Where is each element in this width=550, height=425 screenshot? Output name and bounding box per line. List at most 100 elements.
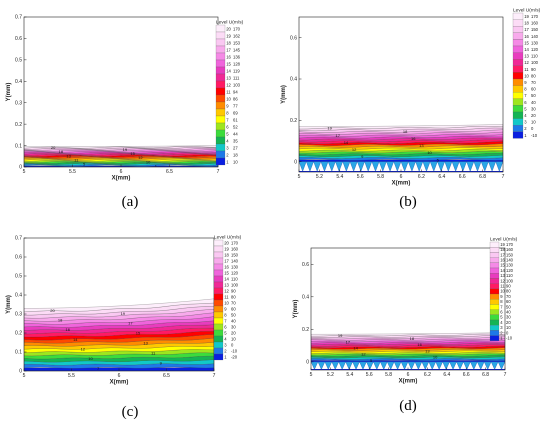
riblet-triangle: [331, 361, 339, 370]
contour-label: 10: [433, 355, 438, 360]
legend-swatch: [213, 353, 224, 361]
contour-label: 18: [59, 149, 64, 154]
legend-swatch: [489, 314, 500, 321]
legend-value: 10: [506, 325, 511, 330]
riblet-triangle: [428, 361, 436, 370]
riblet-triangle: [488, 161, 496, 172]
legend-value: 170: [233, 26, 241, 31]
legend-value: 130: [531, 40, 539, 45]
legend-value: 110: [231, 277, 238, 282]
legend-value: 52: [233, 124, 238, 129]
legend-level: 11: [224, 295, 229, 300]
legend-value: 20: [231, 331, 236, 336]
x-tick-label: 5: [298, 174, 301, 180]
legend-swatch: [512, 19, 524, 27]
legend-value: 90: [531, 67, 536, 72]
y-tick-label: 0.1: [15, 350, 22, 356]
legend-swatch: [215, 143, 226, 152]
legend-value: 60: [506, 299, 511, 304]
x-tick-label: 5: [310, 372, 313, 378]
legend-swatch: [213, 239, 224, 247]
legend-value: 136: [233, 54, 241, 59]
legend-swatch: [215, 66, 226, 75]
legend-level: 9: [224, 307, 227, 312]
legend-value: 170: [506, 242, 514, 247]
legend-swatch: [215, 38, 226, 47]
riblet-triangle: [335, 161, 343, 172]
legend-swatch: [489, 335, 500, 341]
legend-swatch: [512, 125, 524, 132]
legend-swatch: [512, 78, 524, 86]
contour-label: 17: [128, 321, 133, 326]
panel-label-d: (d): [399, 398, 417, 414]
legend-level: 10: [224, 301, 229, 306]
x-tick-label: 6: [118, 373, 121, 379]
legend-level: 3: [500, 325, 503, 330]
y-tick-label: 0.3: [15, 100, 22, 106]
legend-level: 19: [524, 14, 529, 19]
riblet-triangle: [442, 361, 450, 370]
legend-value: 111: [233, 75, 240, 80]
x-axis-label: X(mm): [110, 380, 129, 386]
riblet-triangle: [139, 370, 147, 371]
legend-level: 4: [500, 320, 503, 325]
legend-value: 160: [231, 247, 239, 252]
legend-value: 160: [531, 21, 539, 26]
contour-label: 5: [83, 161, 86, 166]
legend-level: 16: [524, 34, 529, 39]
legend-level: 3: [524, 120, 527, 125]
legend-value: 150: [531, 27, 539, 32]
legend-swatch: [512, 32, 524, 40]
legend-value: 70: [531, 80, 536, 85]
y-tick-label: 0.4: [15, 293, 22, 299]
riblet-triangle: [345, 361, 353, 370]
legend-swatch: [213, 257, 224, 265]
x-axis-label: X(mm): [392, 181, 411, 187]
riblet-triangle: [173, 370, 181, 371]
y-tick-label: 0.2: [15, 331, 22, 337]
legend-value: 80: [506, 289, 511, 294]
legend-swatch: [213, 269, 224, 277]
riblet-triangle: [371, 161, 380, 172]
y-tick-label: 0.2: [290, 118, 297, 124]
riblet-triangle: [98, 370, 106, 371]
legend-level: 17: [224, 259, 229, 264]
legend-swatch: [512, 118, 524, 126]
x-tick-label: 5.5: [69, 169, 76, 175]
riblet-triangle: [152, 370, 160, 371]
legend-value: 150: [231, 253, 239, 258]
legend-swatch: [512, 92, 524, 99]
x-tick-label: 5.6: [366, 372, 373, 378]
legend-level: 13: [226, 75, 231, 80]
legend-value: 100: [231, 283, 239, 288]
y-tick-label: 0.7: [15, 236, 22, 242]
x-axis-label: X(mm): [112, 176, 131, 182]
x-tick-label: 5: [23, 373, 26, 379]
y-tick-label: 0.6: [15, 255, 22, 261]
legend-value: 160: [506, 247, 514, 252]
legend-swatch: [489, 299, 500, 305]
legend-level: 2: [224, 349, 227, 354]
x-tick-label: 5: [23, 169, 26, 175]
legend-swatch: [213, 299, 224, 307]
contour-label: 18: [410, 336, 415, 341]
legend-level: 7: [224, 319, 227, 324]
legend-level: 10: [524, 73, 529, 78]
contour-label: 13: [425, 348, 430, 353]
y-tick-label: 0.4: [15, 79, 22, 85]
legend-level: 7: [524, 93, 527, 98]
legend-value: 130: [506, 263, 514, 268]
riblet-triangle: [349, 161, 358, 172]
plot-background: [24, 17, 218, 167]
x-tick-label: 6.5: [166, 169, 173, 175]
x-tick-label: 5.4: [346, 372, 353, 378]
legend-level: 11: [226, 89, 231, 94]
contour-label: 7: [97, 366, 100, 371]
x-tick-label: 7: [504, 372, 507, 378]
legend-level: 19: [500, 242, 505, 247]
contour-label: 14: [344, 140, 349, 145]
riblet-triangle: [378, 161, 387, 172]
contour-label: 12: [81, 346, 86, 351]
legend-level: 9: [226, 103, 229, 108]
